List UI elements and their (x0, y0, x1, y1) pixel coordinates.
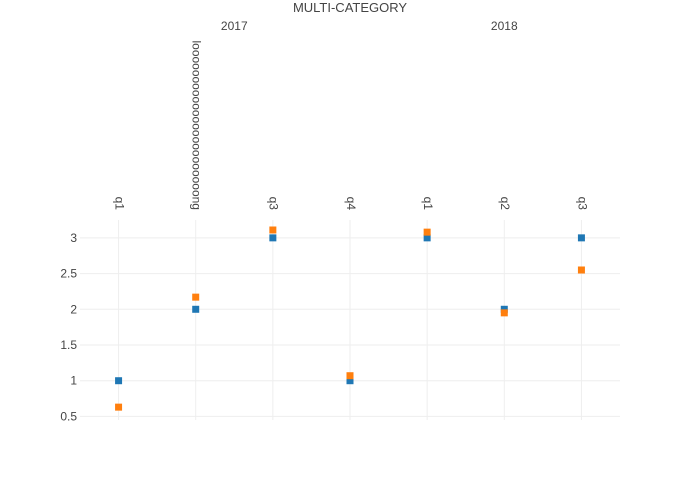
grid-layer (80, 220, 620, 420)
group-label-layer: 2017 2018 (221, 19, 518, 33)
chart-title: MULTI-CATEGORY (293, 0, 407, 15)
series-2-point (500, 309, 508, 317)
series-1-point (115, 377, 123, 385)
y-tick-label: 2 (70, 302, 77, 316)
series-2-point (577, 266, 585, 274)
series-1-point (577, 234, 585, 242)
y-tick-layer: 0.5 1 1.5 2 2.5 3 (60, 231, 77, 424)
y-tick-label: 2.5 (60, 267, 77, 281)
x-tick-label: q3 (267, 197, 281, 211)
y-tick-label: 1 (70, 374, 77, 388)
x-group-label: 2018 (491, 19, 518, 33)
x-tick-label: q1 (112, 197, 126, 211)
series-1-point (346, 377, 354, 385)
series-1-point (423, 234, 431, 242)
x-tick-label: q2 (498, 197, 512, 211)
series-2-point (115, 403, 123, 411)
y-tick-label: 3 (70, 231, 77, 245)
y-tick-label: 1.5 (60, 338, 77, 352)
series-2-point (192, 293, 200, 301)
x-tick-label: q3 (575, 197, 589, 211)
series-1-point (269, 234, 277, 242)
y-tick-label: 0.5 (60, 409, 77, 423)
x-tick-label: looooooooooooooooooooooong (190, 40, 204, 210)
x-tick-label: q1 (421, 197, 435, 211)
x-group-label: 2017 (221, 19, 248, 33)
x-tick-layer: q1 looooooooooooooooooooooong q3 q4 q1 q2 q3 (112, 40, 589, 210)
series-1-point (500, 305, 508, 313)
series-2-point (346, 372, 354, 380)
series-2-point (423, 228, 431, 236)
series-2-point (269, 226, 277, 234)
series-1-point (192, 305, 200, 313)
marker-layer (115, 226, 585, 411)
x-tick-label: q4 (344, 197, 358, 211)
